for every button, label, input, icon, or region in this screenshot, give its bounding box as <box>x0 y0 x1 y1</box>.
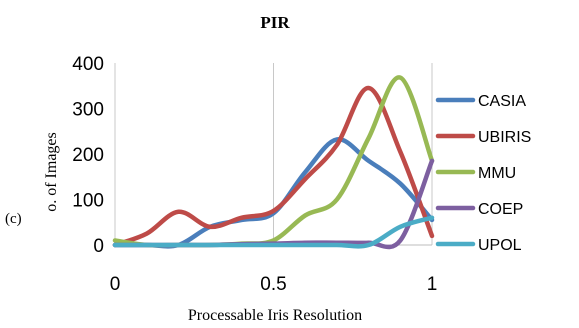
legend: CASIA UBIRIS MMU COEP UPOL <box>435 93 531 254</box>
y-tick-label: 300 <box>72 100 104 121</box>
series-lines <box>112 75 435 250</box>
y-axis-label: o. of Images <box>43 132 60 212</box>
series-line-ubiris <box>112 85 435 248</box>
x-tick-label: 0.5 <box>260 274 286 295</box>
x-tick-label: 0 <box>110 274 121 295</box>
x-axis-label: Processable Iris Resolution <box>188 307 362 324</box>
y-tick-label: 100 <box>72 191 104 212</box>
legend-label-casia: CASIA <box>478 93 526 110</box>
y-tick-label: 0 <box>93 236 104 257</box>
legend-label-ubiris: UBIRIS <box>478 129 531 146</box>
legend-label-coep: COEP <box>478 201 523 218</box>
y-tick-label: 400 <box>72 54 104 75</box>
x-tick-label: 1 <box>427 274 438 295</box>
y-tick-label: 200 <box>72 145 104 166</box>
legend-label-upol: UPOL <box>478 237 522 254</box>
panel-label: (c) <box>5 211 22 227</box>
legend-label-mmu: MMU <box>478 165 516 182</box>
chart-title: PIR <box>260 13 290 32</box>
y-tick-labels: 0 100 200 300 400 <box>72 54 104 257</box>
series-line-upol <box>112 215 435 249</box>
gridlines <box>114 63 433 245</box>
x-tick-labels: 0 0.5 1 <box>110 274 438 295</box>
